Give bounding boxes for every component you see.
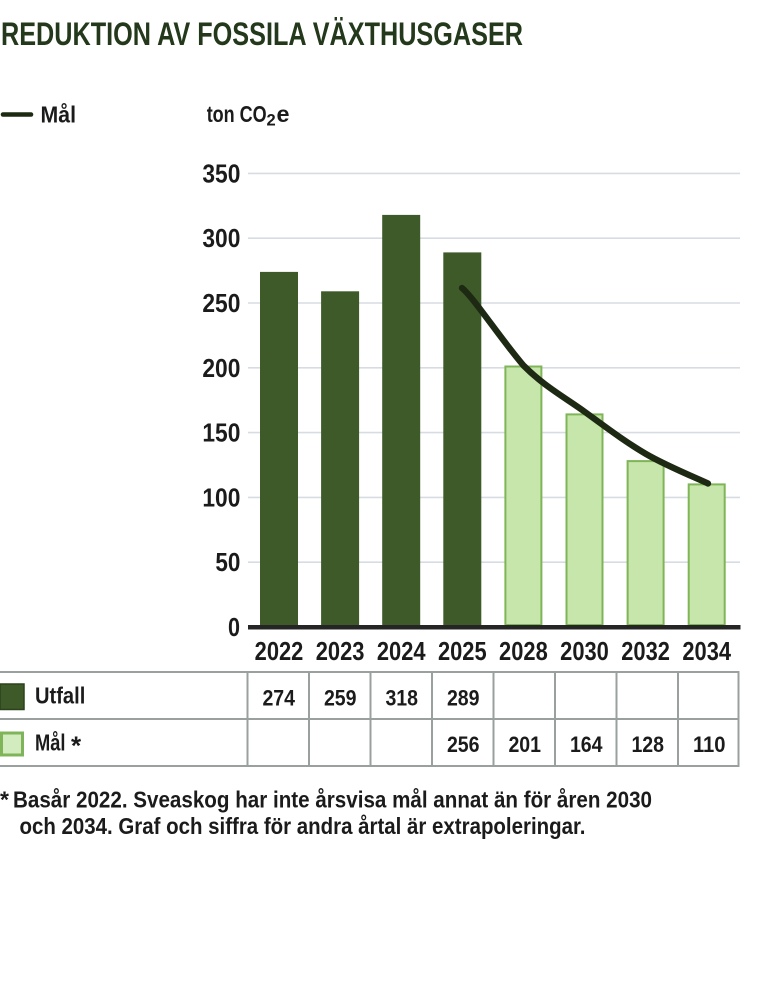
svg-text:201: 201 (508, 732, 541, 757)
svg-text:50: 50 (215, 547, 240, 577)
svg-text:150: 150 (202, 418, 240, 448)
svg-text:2023: 2023 (316, 636, 365, 666)
svg-text:300: 300 (202, 223, 240, 253)
svg-text:0: 0 (228, 612, 240, 642)
svg-text:110: 110 (693, 732, 726, 757)
svg-text:259: 259 (324, 685, 357, 710)
svg-text:ton CO: ton CO (207, 101, 267, 127)
svg-text:2022: 2022 (255, 636, 304, 666)
svg-text:164: 164 (570, 732, 603, 757)
svg-text:2025: 2025 (438, 636, 487, 666)
svg-text:*: * (0, 787, 9, 813)
svg-text:256: 256 (447, 732, 480, 757)
svg-text:2024: 2024 (377, 636, 426, 666)
svg-text:274: 274 (262, 685, 295, 710)
svg-text:Mål: Mål (41, 102, 77, 128)
svg-text:REDUKTION AV FOSSILA VÄXTHUSGA: REDUKTION AV FOSSILA VÄXTHUSGASER (1, 16, 523, 52)
svg-text:250: 250 (202, 288, 240, 318)
svg-text:350: 350 (202, 158, 240, 188)
svg-text:*: * (71, 731, 82, 761)
svg-text:e: e (277, 101, 290, 127)
svg-text:2: 2 (267, 112, 276, 130)
svg-text:200: 200 (202, 353, 240, 383)
svg-text:Utfall: Utfall (35, 683, 85, 709)
svg-text:Mål: Mål (35, 730, 66, 756)
svg-text:2028: 2028 (499, 636, 548, 666)
svg-text:och 2034. Graf och siffra för: och 2034. Graf och siffra för andra årta… (20, 813, 586, 839)
svg-text:289: 289 (447, 685, 480, 710)
svg-text:100: 100 (202, 482, 240, 512)
svg-text:2034: 2034 (682, 636, 731, 666)
svg-text:2032: 2032 (621, 636, 670, 666)
svg-text:318: 318 (385, 685, 418, 710)
svg-text:128: 128 (631, 732, 664, 757)
svg-text:Basår 2022. Sveaskog har inte: Basår 2022. Sveaskog har inte årsvisa må… (13, 787, 652, 813)
svg-text:2030: 2030 (560, 636, 609, 666)
